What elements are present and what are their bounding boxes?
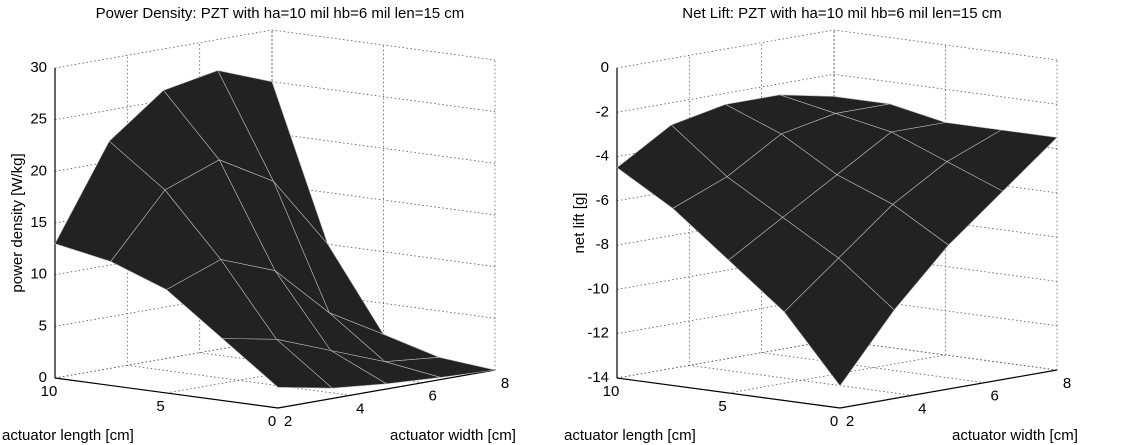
y-tick-label: 0 [830,413,838,430]
z-tick-label: 20 [30,162,47,179]
y-tick-label: 5 [718,398,726,415]
surface-patch [783,257,895,387]
surface-patch [221,338,334,389]
grid-line [54,29,496,69]
x-axis-line [277,369,496,409]
y-axis-label: actuator length [cm] [564,427,696,444]
z-tick-label: -2 [596,103,609,120]
x-axis-label: actuator width [cm] [952,427,1078,444]
z-tick-label: 0 [601,59,609,76]
y-axis-line [616,377,841,409]
z-tick-label: 10 [30,266,47,283]
z-tick-label: -14 [587,369,609,386]
grid-line [728,45,946,394]
y-tick-label: 10 [41,383,58,400]
z-tick-label: -10 [587,280,609,297]
x-tick-label: 8 [1063,375,1071,392]
x-axis-line [839,369,1058,409]
z-tick-label: -6 [596,192,609,209]
z-tick-label: 30 [30,59,47,76]
grid-line [199,42,423,384]
x-tick-label: 2 [284,413,292,430]
z-axis-label: power density [W/kg] [9,153,26,292]
y-axis-line [54,377,279,409]
z-tick-label: -12 [587,325,609,342]
chart-title: Net Lift: PZT with ha=10 mil hb=6 mil le… [682,5,1001,22]
grid-line [761,42,985,384]
grid-line [616,29,1058,69]
x-tick-label: 6 [428,388,436,405]
y-axis-label: actuator length [cm] [2,427,134,444]
x-tick-label: 8 [501,375,509,392]
z-tick-label: -8 [596,236,609,253]
y-tick-label: 5 [156,398,164,415]
x-axis-label: actuator width [cm] [390,427,516,444]
x-tick-label: 4 [356,400,364,417]
x-tick-label: 4 [918,400,926,417]
grid-line [616,73,1058,113]
chart-title: Power Density: PZT with ha=10 mil hb=6 m… [96,5,465,22]
y-tick-label: 0 [268,413,276,430]
z-tick-label: 5 [39,317,47,334]
z-tick-label: 0 [39,369,47,386]
y-tick-label: 10 [603,383,620,400]
z-axis-label: net lift [g] [571,193,588,254]
z-tick-label: 15 [30,214,47,231]
x-tick-label: 6 [990,388,998,405]
x-tick-label: 2 [846,413,854,430]
z-tick-label: 25 [30,111,47,128]
z-tick-label: -4 [596,148,609,165]
